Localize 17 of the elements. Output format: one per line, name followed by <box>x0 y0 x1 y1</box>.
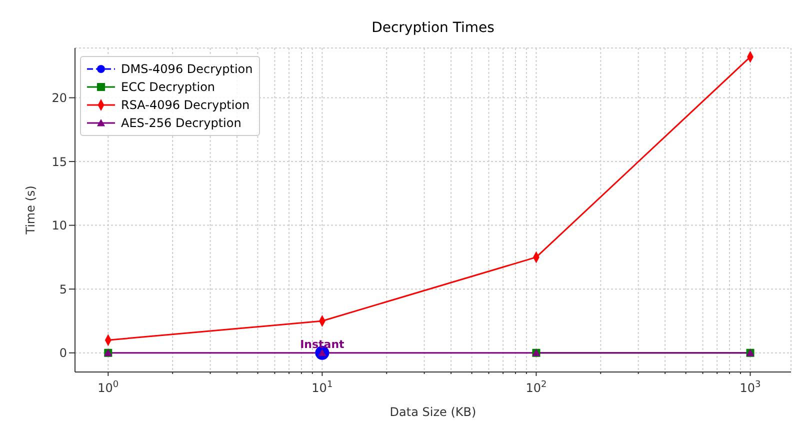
legend-label: ECC Decryption <box>121 80 216 94</box>
legend-label: AES-256 Decryption <box>121 116 242 130</box>
y-tick-label: 5 <box>59 282 67 296</box>
x-axis-title: Data Size (KB) <box>390 405 476 419</box>
chart-title: Decryption Times <box>370 20 496 36</box>
x-tick-label: 10$^{1}$ <box>312 380 333 395</box>
x-tick-label: 10$^{2}$ <box>526 380 547 395</box>
x-tick-label: 10$^{0}$ <box>98 380 119 395</box>
y-tick-label: 0 <box>59 346 67 360</box>
annotation: Instant <box>300 338 344 351</box>
y-tick-label: 15 <box>52 154 67 169</box>
y-axis-title: Time (s) <box>23 186 38 236</box>
y-tick-label: 20 <box>52 91 67 106</box>
y-tick-label: 10 <box>52 218 67 233</box>
legend-label: DMS-4096 Decryption <box>121 62 253 76</box>
legend-label: RSA-4096 Decryption <box>121 98 250 112</box>
x-tick-label: 10$^{3}$ <box>740 380 761 395</box>
